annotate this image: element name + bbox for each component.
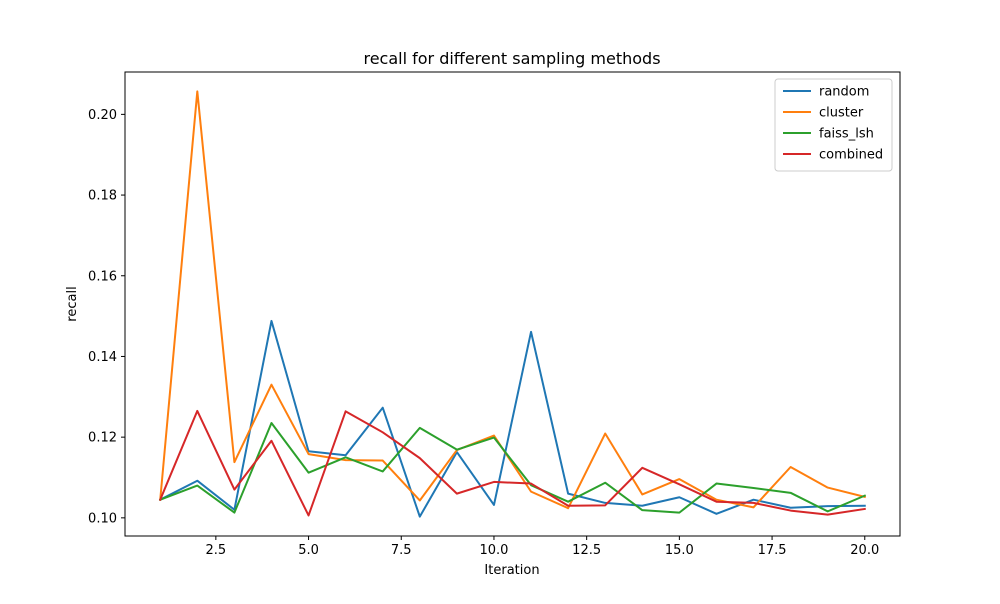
y-tick-label: 0.10 [88,511,117,526]
y-tick-label: 0.12 [88,431,117,446]
legend-label-combined: combined [819,148,883,163]
plot-frame [124,71,901,537]
y-tick-label: 0.18 [88,189,117,204]
legend-label-cluster: cluster [819,106,864,121]
legend: random cluster faiss_lsh combined [774,78,893,172]
x-axis-label: Iteration [484,563,539,578]
series-line-faiss-lsh [158,422,867,514]
y-tick-label: 0.16 [88,269,117,284]
x-tick-label: 2.5 [206,543,227,558]
series-line-combined [158,409,866,517]
x-tick-label: 10.0 [479,543,508,558]
y-tick-label: 0.14 [88,350,117,365]
series-line-random [158,319,866,518]
x-tick-label: 15.0 [665,543,694,558]
y-axis-label: recall [65,286,80,321]
plot-area: 2.5 5.0 7.5 10.0 12.5 15.0 17.5 20.0 0.10 0.12 0.1… [88,71,901,558]
legend-label-random: random [819,85,869,100]
x-tick-label: 12.5 [572,543,601,558]
x-tick-label: 20.0 [850,543,879,558]
x-tick-label: 17.5 [758,543,787,558]
x-tick-label: 5.0 [298,543,319,558]
y-tick-label: 0.20 [88,108,117,123]
legend-label-faiss-lsh: faiss_lsh [819,127,874,142]
series-line-cluster [159,90,866,510]
x-tick-label: 7.5 [391,543,412,558]
legend-box [774,78,893,172]
chart-title: recall for different sampling methods [363,49,660,68]
